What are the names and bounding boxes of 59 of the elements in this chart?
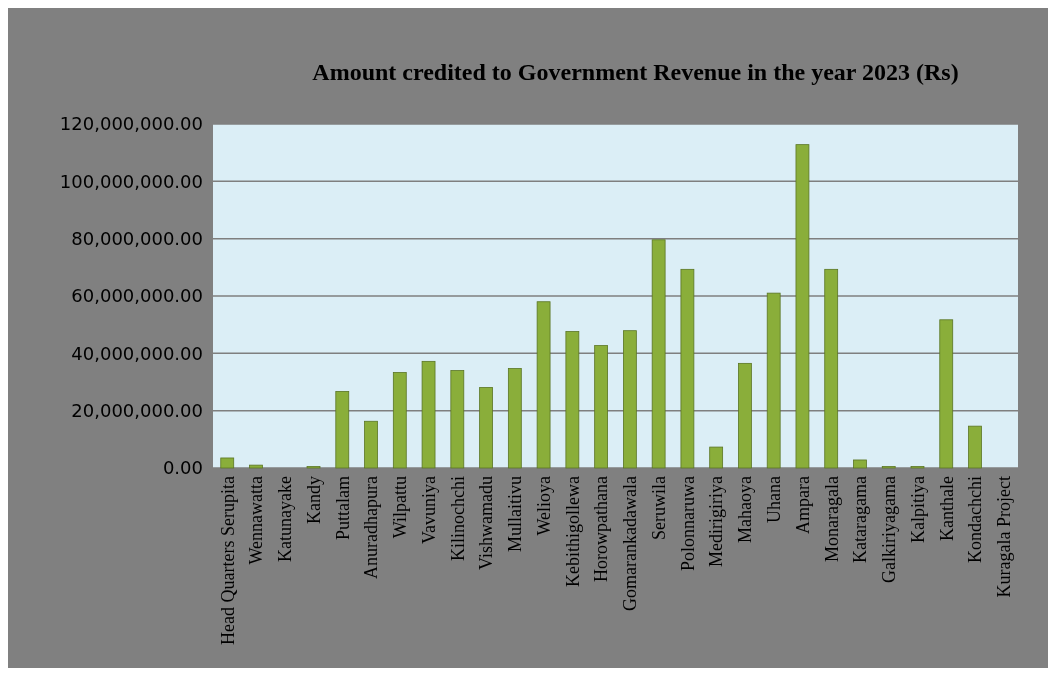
bar (364, 420, 378, 469)
x-tick-label: Katunayake (275, 476, 296, 562)
bar (738, 362, 752, 469)
x-tick-label: Horowpathana (591, 476, 612, 582)
x-tick-label: Galkiriyagama (879, 476, 900, 583)
y-tick-label: 40,000,000.00 (71, 342, 203, 364)
x-tick-label: Mahaoya (735, 476, 756, 543)
x-tick-label: Mullaitivu (505, 476, 526, 552)
x-tick-label: Vishwamadu (476, 476, 497, 570)
x-tick-label: Head Quarters Serupita (217, 475, 238, 645)
y-tick-label: 20,000,000.00 (71, 399, 203, 421)
x-tick-label: Kebithigollewa (562, 476, 583, 587)
bar (450, 370, 465, 469)
x-tick-label: Polonnaruwa (677, 475, 698, 571)
y-tick-label: 120,000,000.00 (59, 113, 203, 135)
x-tick-label: Monaragala (821, 476, 842, 562)
x-tick-label: Kataragama (850, 476, 871, 563)
x-tick-label: Welioya (533, 475, 554, 536)
x-tick-label: Vavuniya (418, 475, 439, 544)
x-tick-label: Wennawatta (246, 476, 267, 565)
x-tick-label: Puttalam (332, 476, 353, 540)
x-tick-label: Kuragala Project (994, 476, 1015, 598)
x-tick-label: Wilpattu (390, 476, 411, 539)
bar (392, 372, 407, 469)
bar (421, 360, 436, 469)
y-tick-label: 80,000,000.00 (71, 227, 203, 249)
bar (795, 144, 810, 469)
bar (766, 292, 781, 469)
bar (479, 387, 493, 469)
bar (565, 331, 580, 469)
bar (853, 459, 867, 469)
bar (680, 268, 695, 469)
bar (335, 391, 350, 469)
x-tick-label: Uhana (763, 476, 784, 523)
chart-title: Amount credited to Government Revenue in the year 2023 (Rs) (312, 59, 959, 85)
bar (709, 446, 724, 469)
y-tick-label: 60,000,000.00 (71, 285, 203, 307)
x-tick-label: Kandy (303, 476, 324, 524)
bar (594, 345, 608, 469)
bar (249, 464, 263, 469)
bar (939, 319, 954, 469)
x-tick-label: Gomarankadawala (620, 476, 641, 611)
y-tick-label: 100,000,000.00 (59, 170, 203, 192)
x-tick-label: Seruwila (648, 475, 669, 540)
bar (507, 368, 522, 469)
bar (623, 330, 637, 469)
x-tick-label: Medirigiriya (706, 476, 727, 567)
x-tick-label: Kanthale (936, 475, 957, 541)
x-tick-label: Ampara (792, 476, 813, 534)
x-tick-label: Kalpitiya (907, 475, 928, 543)
bar (824, 268, 839, 469)
bar (536, 301, 551, 469)
bar (220, 457, 235, 469)
x-tick-label: Kilinochchi (447, 476, 468, 561)
x-tick-label: Anuradhapura (361, 476, 382, 579)
y-tick-label: 0.00 (162, 457, 203, 479)
bar (651, 239, 666, 469)
bar (968, 425, 982, 469)
x-tick-label: Kondachchi (965, 476, 986, 563)
